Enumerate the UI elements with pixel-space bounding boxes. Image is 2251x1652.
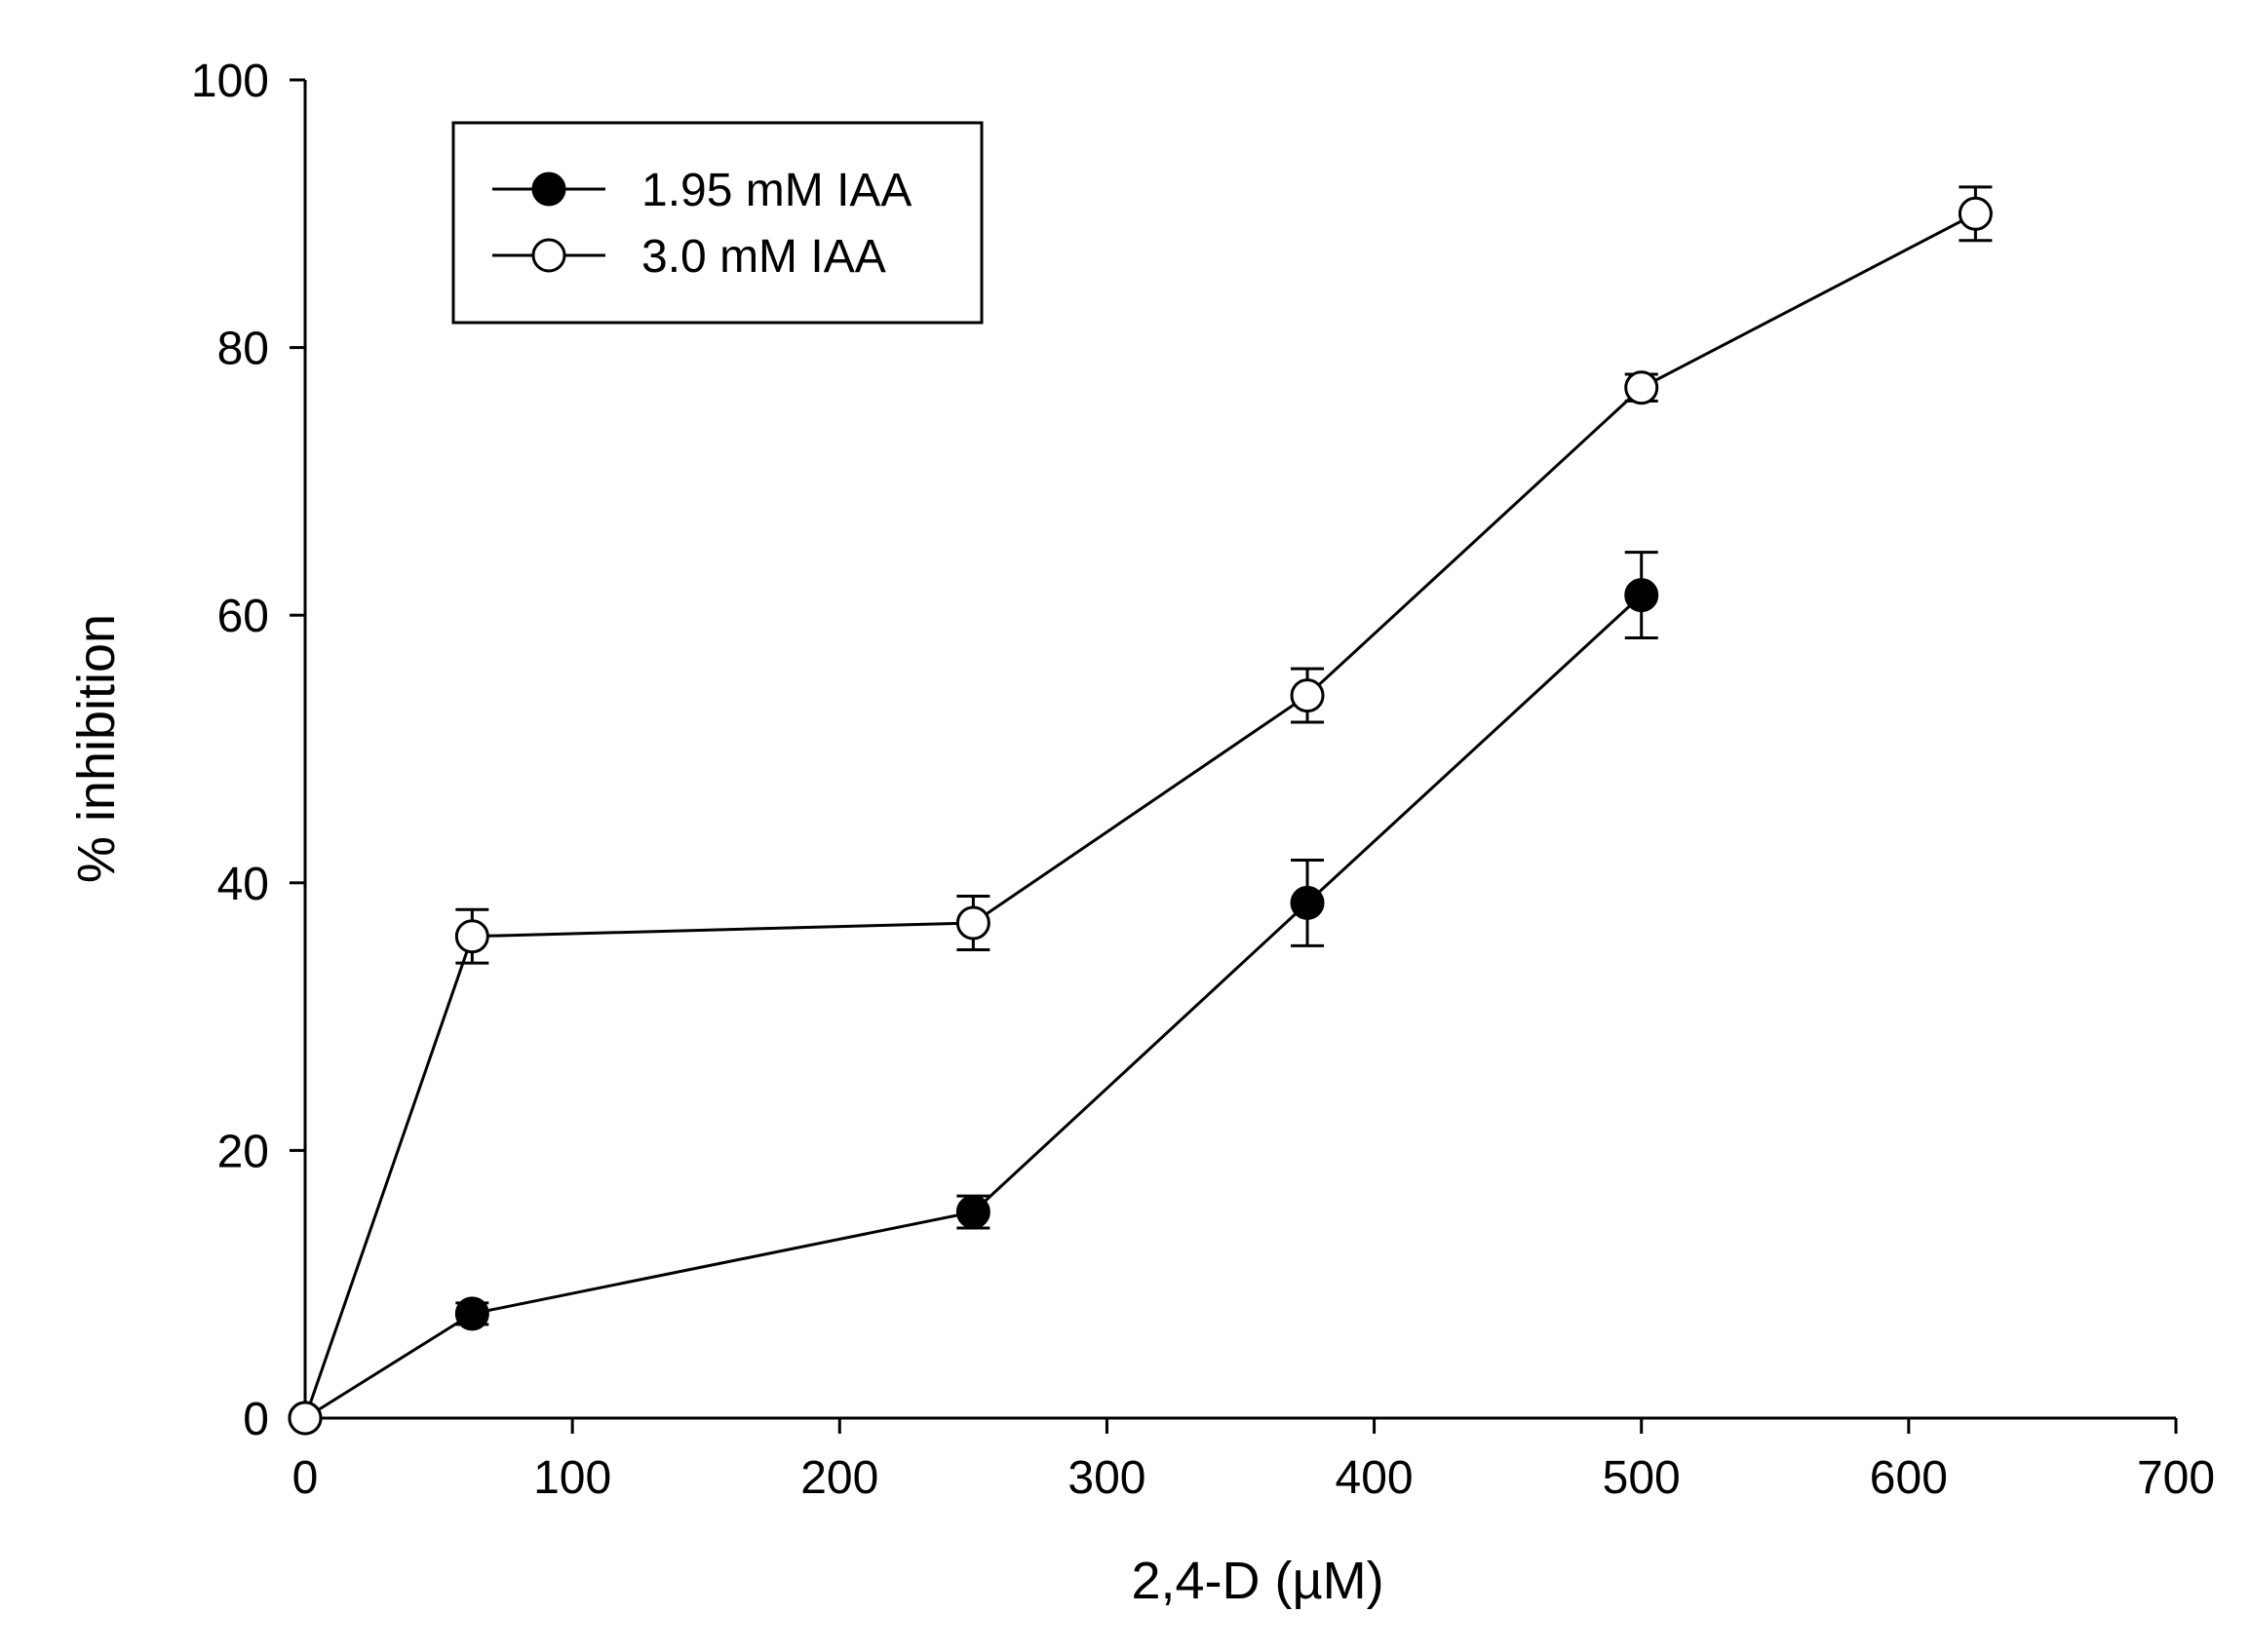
x-axis-label: 2,4-D (µM) [1131,1552,1383,1610]
x-tick-label: 100 [533,1452,611,1504]
series-1 [288,551,1659,1436]
data-point [1290,678,1325,713]
axes [303,80,2176,1420]
data-point [955,905,990,941]
y-tick-label: 20 [217,1126,269,1177]
y-tick-label: 60 [217,591,269,642]
y-ticks: 0 20 40 60 80 100 [191,56,305,1445]
x-tick-label: 700 [2137,1452,2215,1504]
data-point [454,919,489,954]
data-point [1290,885,1325,920]
legend: 1.95 mM IAA 3.0 mM IAA [451,121,984,325]
y-tick-label: 40 [217,859,269,910]
data-point [1958,196,1993,231]
y-tick-label: 80 [217,324,269,375]
x-tick-label: 300 [1067,1452,1145,1504]
data-point [288,1401,323,1436]
x-tick-label: 400 [1336,1452,1414,1504]
x-tick-label: 0 [292,1452,319,1504]
data-point [454,1296,489,1331]
x-tick-label: 200 [800,1452,878,1504]
data-point [1624,370,1659,405]
data-point [1624,578,1659,613]
series-line [303,211,1977,1419]
legend-marker-series-1 [531,172,566,207]
series-layer [288,185,1993,1436]
series-line [304,594,1643,1420]
data-point [955,1195,990,1230]
legend-label-series-1: 1.95 mM IAA [641,165,912,216]
series-2 [288,185,1993,1436]
x-tick-label: 600 [1870,1452,1948,1504]
legend-marker-series-2 [531,238,566,273]
x-ticks: 0 100 200 300 400 500 600 700 [292,1418,2215,1504]
y-axis-label: % inhibition [67,614,126,883]
x-tick-label: 500 [1603,1452,1681,1504]
y-tick-label: 100 [191,56,269,107]
y-tick-label: 0 [243,1394,269,1445]
legend-box [451,121,984,325]
legend-label-series-2: 3.0 mM IAA [641,231,886,283]
